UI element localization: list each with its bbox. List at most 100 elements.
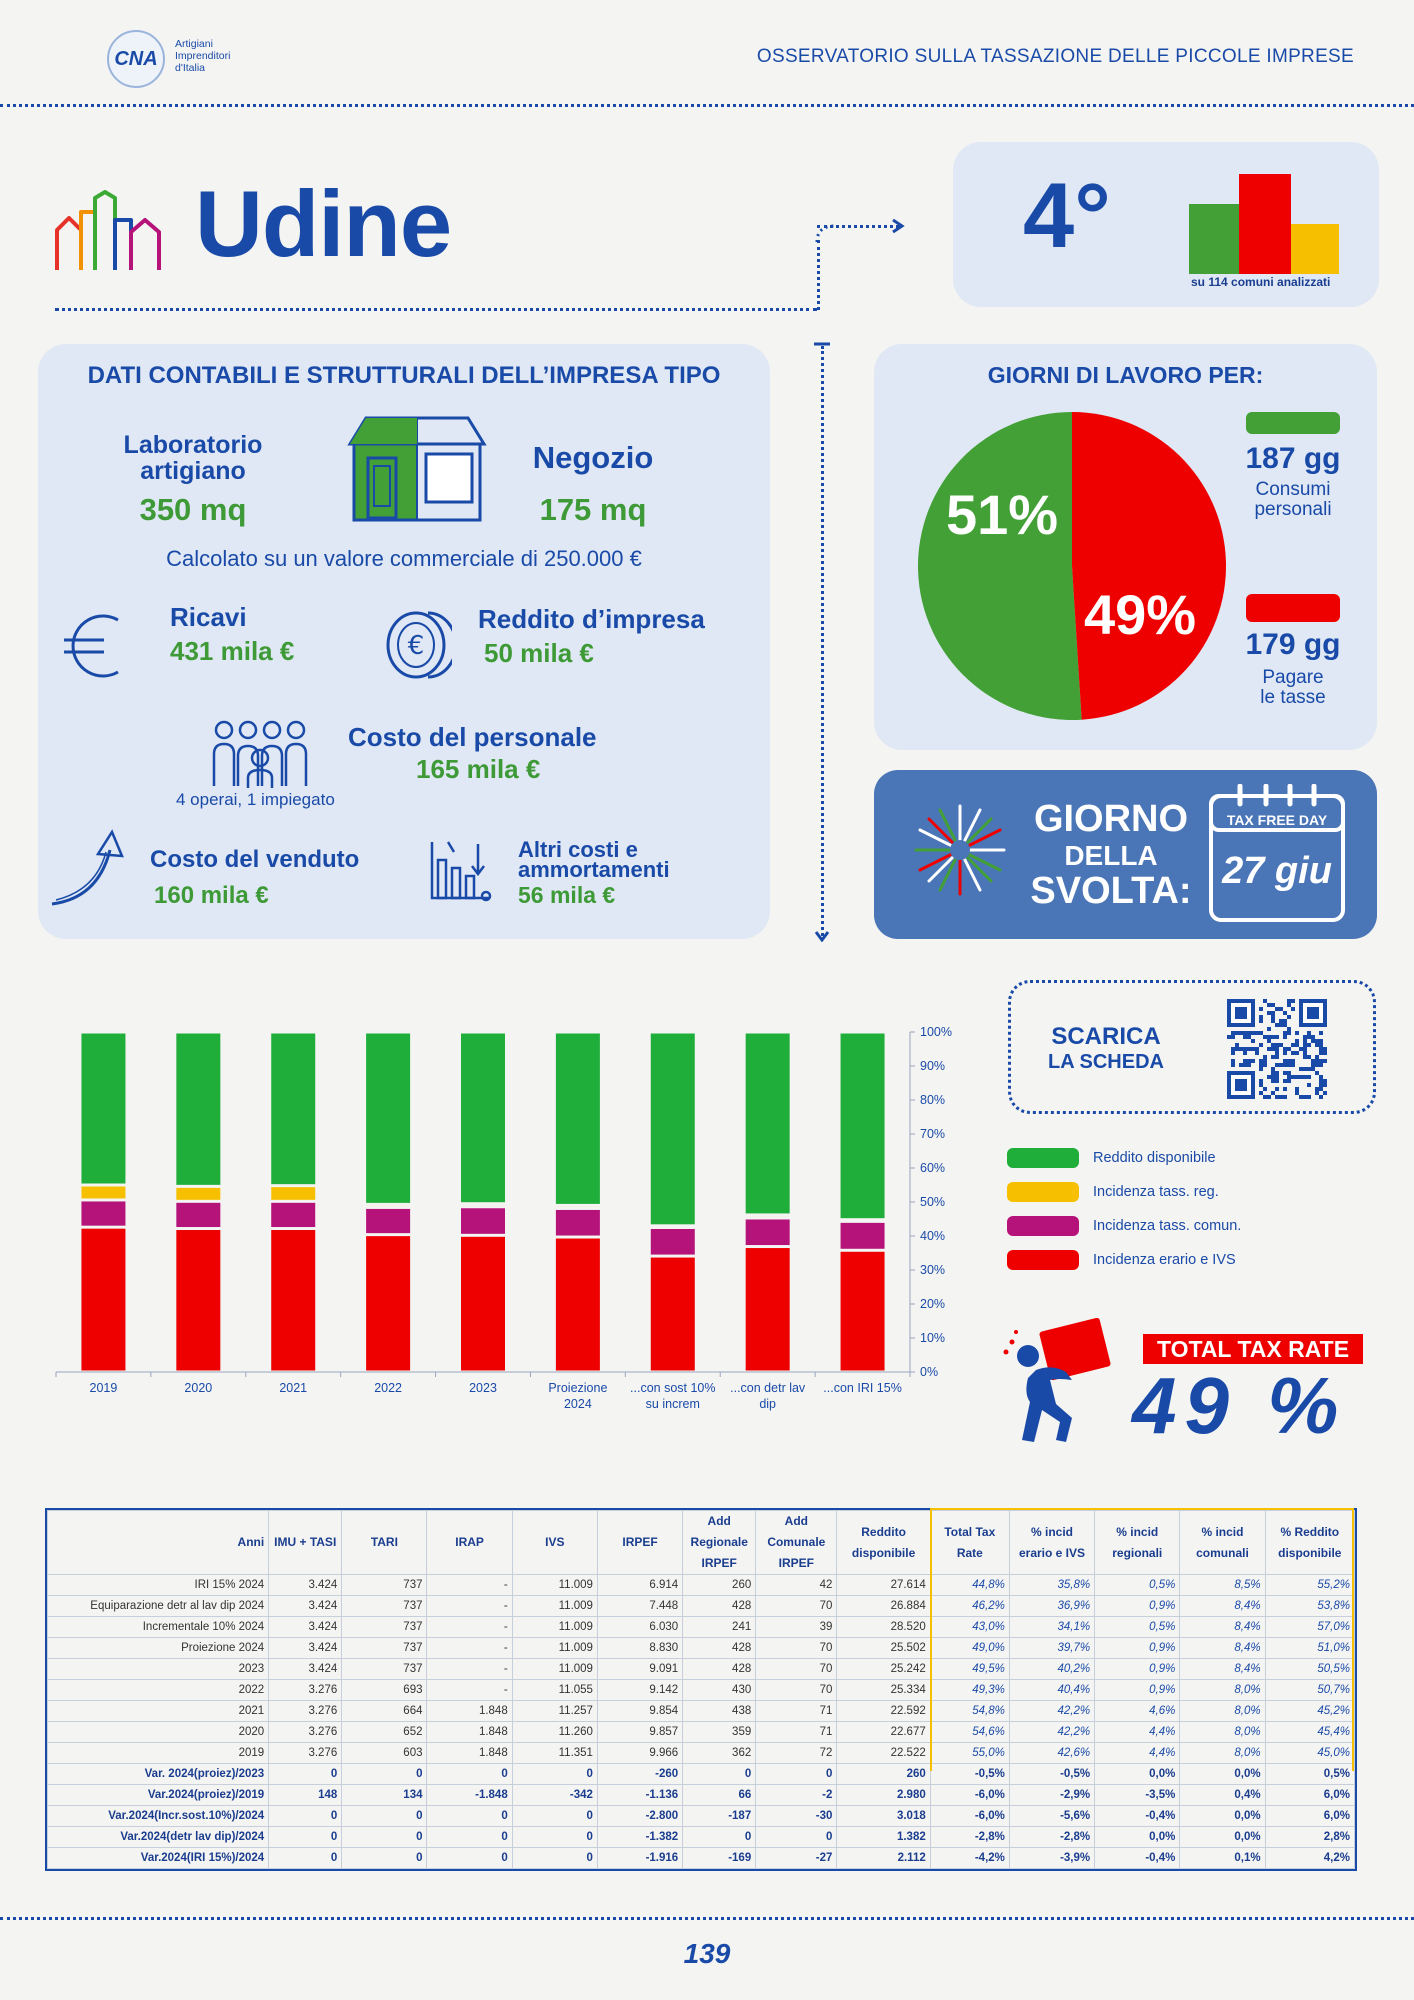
table-header-text: Rate: [956, 1545, 983, 1560]
growth-arrow-icon: [51, 829, 124, 906]
tax-table-header-row: Anni IMU + TASI TARI IRAP IVS IRPEF Add Regiona…: [46, 1510, 1356, 1575]
table-cell: -6,0%: [929, 1784, 1010, 1806]
qr-module: [1231, 1047, 1235, 1051]
table-cell: 0,0%: [1094, 1826, 1181, 1848]
table-cell: 40,4%: [1008, 1679, 1096, 1701]
table-cell: 9.142: [596, 1679, 684, 1701]
qr-module: [1275, 1079, 1279, 1083]
legend-swatch-consumi: [1246, 412, 1340, 434]
podium-icon: [1189, 174, 1339, 274]
table-cell: 0: [682, 1763, 757, 1785]
svolta-line3: SVOLTA:: [1030, 870, 1192, 912]
x-tick-label: ...con sost 10%: [630, 1381, 715, 1395]
qr-module: [1279, 1023, 1283, 1027]
table-cell: 11.009: [511, 1658, 598, 1680]
qr-module: [1319, 1087, 1323, 1091]
laboratorio-label: Laboratorio artigiano: [108, 432, 278, 484]
table-cell: 11.257: [511, 1700, 598, 1722]
table-cell: Var.2024(detr lav dip)/2024: [46, 1826, 270, 1848]
table-cell: 7.448: [596, 1595, 684, 1617]
qr-module: [1303, 1035, 1307, 1039]
table-cell: 3.424: [268, 1616, 343, 1638]
ranking-panel: 4° su 114 comuni analizzati: [953, 142, 1379, 307]
table-cell: 2.980: [836, 1784, 931, 1806]
qr-module: [1315, 1063, 1319, 1067]
legend-swatch-erario: [1007, 1250, 1079, 1270]
table-cell: 3.424: [268, 1574, 343, 1596]
table-cell: 8.830: [596, 1637, 684, 1659]
table-header-text: IRPEF: [622, 1535, 658, 1549]
table-cell: 45,2%: [1264, 1700, 1356, 1722]
table-header-cell: Anni: [46, 1510, 270, 1575]
qr-module: [1247, 1063, 1251, 1067]
table-header-text: erario e IVS: [1018, 1545, 1086, 1560]
bar-segment: [271, 1187, 316, 1200]
qr-module: [1243, 1047, 1247, 1051]
ricavi-value: 431 mila €: [170, 636, 295, 666]
consumi-label-1: Consumi: [1255, 479, 1331, 500]
legend-swatch-reddito: [1007, 1148, 1079, 1168]
qr-module: [1271, 1067, 1275, 1071]
title-underline: [55, 308, 817, 311]
table-header-text: comunali: [1196, 1545, 1249, 1560]
legend-swatch-tasse: [1246, 594, 1340, 622]
qr-module: [1315, 1087, 1319, 1091]
qr-module: [1283, 1087, 1287, 1091]
table-cell: -0,5%: [1008, 1763, 1096, 1785]
table-header-cell: IRAP: [426, 1510, 513, 1575]
table-row: Proiezione 2024 3.424 737-11.009 8.830 428 70…: [46, 1637, 1356, 1659]
table-cell: 55,0%: [929, 1742, 1010, 1764]
qr-module: [1283, 1035, 1287, 1039]
y-tick-label: 50%: [920, 1195, 945, 1209]
table-header-text: Comunale: [767, 1535, 826, 1549]
table-cell: 8,0%: [1179, 1742, 1266, 1764]
scarica-box[interactable]: SCARICA LA SCHEDA: [1008, 980, 1376, 1114]
table-cell: 737: [341, 1616, 428, 1638]
qr-module: [1295, 1043, 1299, 1047]
bar-segment: [176, 1187, 221, 1200]
table-cell: 34,1%: [1008, 1616, 1096, 1638]
euro-coin-icon: €: [386, 611, 452, 679]
bar-segment: [271, 1033, 316, 1185]
table-cell: 8,4%: [1179, 1658, 1266, 1680]
table-cell: 2019: [46, 1742, 270, 1764]
table-cell: 0,9%: [1094, 1679, 1181, 1701]
table-cell: -: [426, 1637, 513, 1659]
bar-segment: [461, 1033, 505, 1203]
table-cell: 1.848: [426, 1742, 513, 1764]
qr-module: [1315, 1091, 1319, 1095]
table-cell: 70: [755, 1679, 838, 1701]
table-cell: 3.424: [268, 1658, 343, 1680]
qr-code-icon[interactable]: [1227, 999, 1327, 1099]
qr-module: [1271, 1003, 1275, 1007]
table-cell: 42,2%: [1008, 1721, 1096, 1743]
x-tick-label: ...con IRI 15%: [823, 1381, 902, 1395]
altri-label: Altri costi e ammortamenti: [518, 839, 670, 881]
table-header-text: TARI: [370, 1535, 398, 1549]
qr-module: [1283, 1079, 1287, 1083]
table-cell: 0: [426, 1847, 513, 1869]
qr-module: [1239, 1063, 1243, 1067]
legend-label-erario: Incidenza erario e IVS: [1093, 1252, 1236, 1268]
table-cell: 0: [511, 1847, 598, 1869]
laboratorio-label-1: Laboratorio: [123, 431, 263, 459]
qr-module: [1303, 1095, 1307, 1099]
table-cell: -3,9%: [1008, 1847, 1096, 1869]
table-cell: 11.009: [511, 1574, 598, 1596]
stacked-bar-chart: 0% 10% 20% 30% 40% 50% 60% 70% 80% 90% 100% 2019 202…: [55, 1025, 952, 1411]
qr-module: [1267, 1011, 1271, 1015]
table-cell: 49,0%: [929, 1637, 1010, 1659]
qr-module: [1235, 1031, 1239, 1035]
qr-module: [1319, 1051, 1323, 1055]
table-cell: -260: [596, 1763, 684, 1785]
pie-slice-consumi: [917, 412, 1082, 720]
table-header-text: % incid: [1201, 1524, 1244, 1539]
table-cell: 0: [268, 1826, 343, 1848]
bar-segment: [81, 1201, 126, 1226]
table-cell: -2,8%: [929, 1826, 1010, 1848]
table-cell: 148: [268, 1784, 343, 1806]
table-cell: 27.614: [836, 1574, 931, 1596]
table-cell: 1.382: [836, 1826, 931, 1848]
table-cell: 0,9%: [1094, 1595, 1181, 1617]
table-cell: 652: [341, 1721, 428, 1743]
